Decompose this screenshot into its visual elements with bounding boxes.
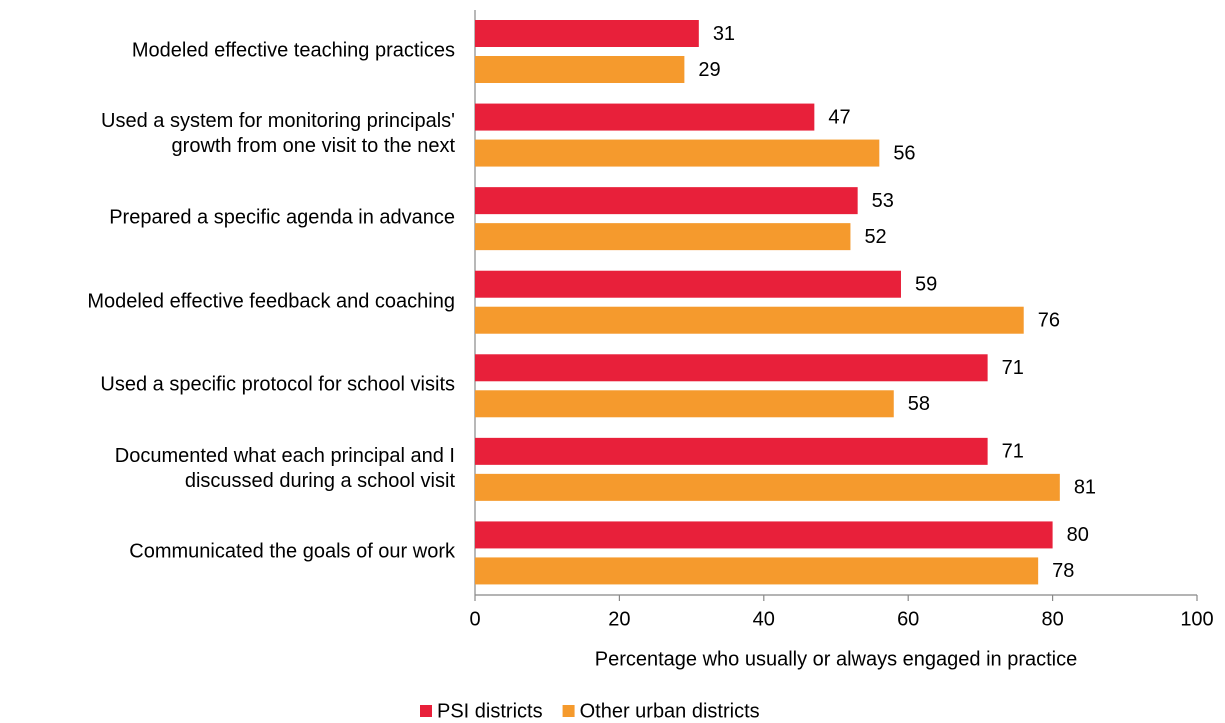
x-tick-label: 60 <box>897 608 919 630</box>
bar <box>475 521 1053 549</box>
bar <box>475 56 685 83</box>
bar <box>475 187 858 215</box>
bar <box>475 103 815 131</box>
bar <box>475 437 988 465</box>
category-label: Used a system for monitoring principals'… <box>101 110 455 158</box>
x-tick-label: 20 <box>608 608 630 630</box>
data-label: 78 <box>1052 560 1074 582</box>
bar <box>475 223 851 251</box>
data-label: 58 <box>908 393 930 415</box>
data-label: 80 <box>1067 524 1089 546</box>
bar <box>475 390 894 418</box>
x-tick-label: 80 <box>1041 608 1063 630</box>
x-axis-title: Percentage who usually or always engaged… <box>595 648 1078 670</box>
bar <box>475 20 699 47</box>
category-label: Communicated the goals of our work <box>129 540 455 563</box>
data-label: 52 <box>864 226 886 248</box>
data-label: 59 <box>915 273 937 295</box>
data-label: 81 <box>1074 477 1096 499</box>
legend-label: Other urban districts <box>580 700 760 722</box>
data-label: 29 <box>698 59 720 81</box>
category-label: Used a specific protocol for school visi… <box>100 373 455 396</box>
bar <box>475 473 1060 501</box>
bar <box>475 270 901 298</box>
data-label: 71 <box>1002 441 1024 463</box>
data-label: 47 <box>828 106 850 128</box>
bar <box>475 557 1039 585</box>
category-label: Modeled effective feedback and coaching <box>87 290 455 312</box>
bar <box>475 306 1024 334</box>
category-label: Documented what each principal and I dis… <box>114 444 455 492</box>
legend-swatch <box>562 705 575 717</box>
x-tick-label: 0 <box>469 608 480 630</box>
data-label: 31 <box>713 23 735 45</box>
category-label: Modeled effective teaching practices <box>131 39 455 62</box>
x-tick-label: 100 <box>1180 608 1213 630</box>
data-label: 71 <box>1002 357 1024 379</box>
bar <box>475 354 988 382</box>
category-label: Prepared a specific agenda in advance <box>109 206 455 229</box>
legend-swatch <box>420 705 432 717</box>
legend-label: PSI districts <box>437 700 543 722</box>
data-label: 76 <box>1038 309 1060 331</box>
bar <box>475 139 880 167</box>
x-tick-label: 40 <box>753 608 775 630</box>
data-label: 53 <box>872 190 894 212</box>
data-label: 56 <box>893 142 915 164</box>
